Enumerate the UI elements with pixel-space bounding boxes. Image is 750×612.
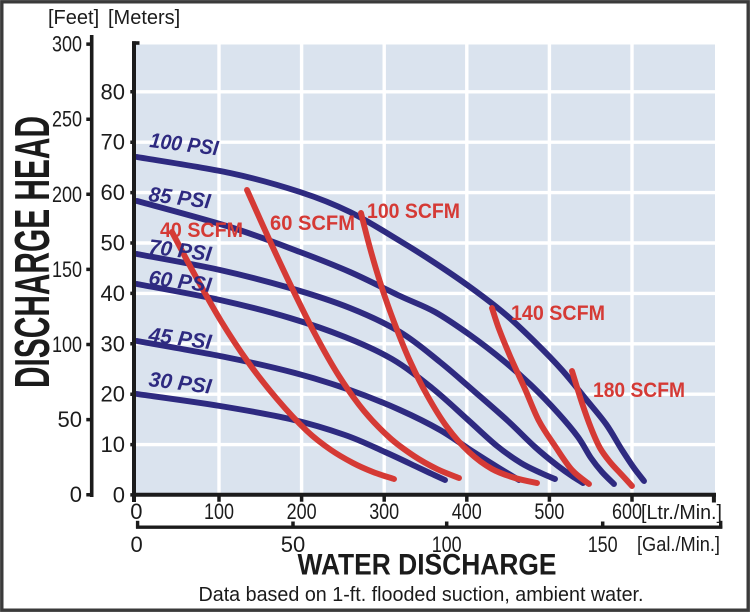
svg-text:60: 60 — [101, 180, 125, 205]
svg-text:DISCHARGE HEAD: DISCHARGE HEAD — [6, 116, 60, 388]
svg-text:[Meters]: [Meters] — [108, 7, 180, 29]
svg-text:200: 200 — [52, 182, 82, 207]
svg-text:70: 70 — [101, 130, 125, 155]
svg-text:Data based on 1-ft. flooded su: Data based on 1-ft. flooded suction, amb… — [199, 583, 644, 606]
svg-text:[Gal./Min.]: [Gal./Min.] — [637, 534, 720, 556]
svg-text:100: 100 — [52, 332, 82, 357]
svg-text:140 SCFM: 140 SCFM — [511, 301, 605, 325]
svg-text:60 SCFM: 60 SCFM — [270, 211, 355, 235]
svg-text:100 SCFM: 100 SCFM — [367, 199, 460, 223]
svg-text:0: 0 — [113, 482, 125, 507]
svg-text:100: 100 — [204, 499, 234, 524]
svg-text:[Ltr./Min.]: [Ltr./Min.] — [641, 502, 722, 524]
svg-text:300: 300 — [52, 32, 82, 57]
svg-text:300: 300 — [369, 499, 399, 524]
svg-text:150: 150 — [588, 532, 618, 557]
svg-text:200: 200 — [287, 499, 317, 524]
svg-text:[Feet]: [Feet] — [48, 7, 99, 29]
svg-text:50: 50 — [281, 532, 305, 557]
svg-text:40: 40 — [101, 281, 125, 306]
svg-text:20: 20 — [101, 382, 125, 407]
svg-text:150: 150 — [52, 257, 82, 282]
svg-text:250: 250 — [52, 107, 82, 132]
svg-text:50: 50 — [101, 231, 125, 256]
svg-text:WATER DISCHARGE: WATER DISCHARGE — [298, 549, 557, 582]
svg-text:30: 30 — [101, 331, 125, 356]
svg-text:600: 600 — [612, 499, 642, 524]
svg-text:180 SCFM: 180 SCFM — [593, 378, 685, 402]
svg-text:0: 0 — [130, 499, 142, 524]
svg-text:0: 0 — [130, 532, 142, 557]
svg-text:0: 0 — [70, 482, 82, 507]
svg-text:50: 50 — [58, 407, 82, 432]
svg-text:400: 400 — [452, 499, 482, 524]
svg-text:10: 10 — [101, 432, 125, 457]
svg-text:500: 500 — [534, 499, 564, 524]
svg-text:80: 80 — [101, 79, 125, 104]
svg-text:40 SCFM: 40 SCFM — [160, 218, 243, 242]
svg-text:100: 100 — [432, 532, 462, 557]
